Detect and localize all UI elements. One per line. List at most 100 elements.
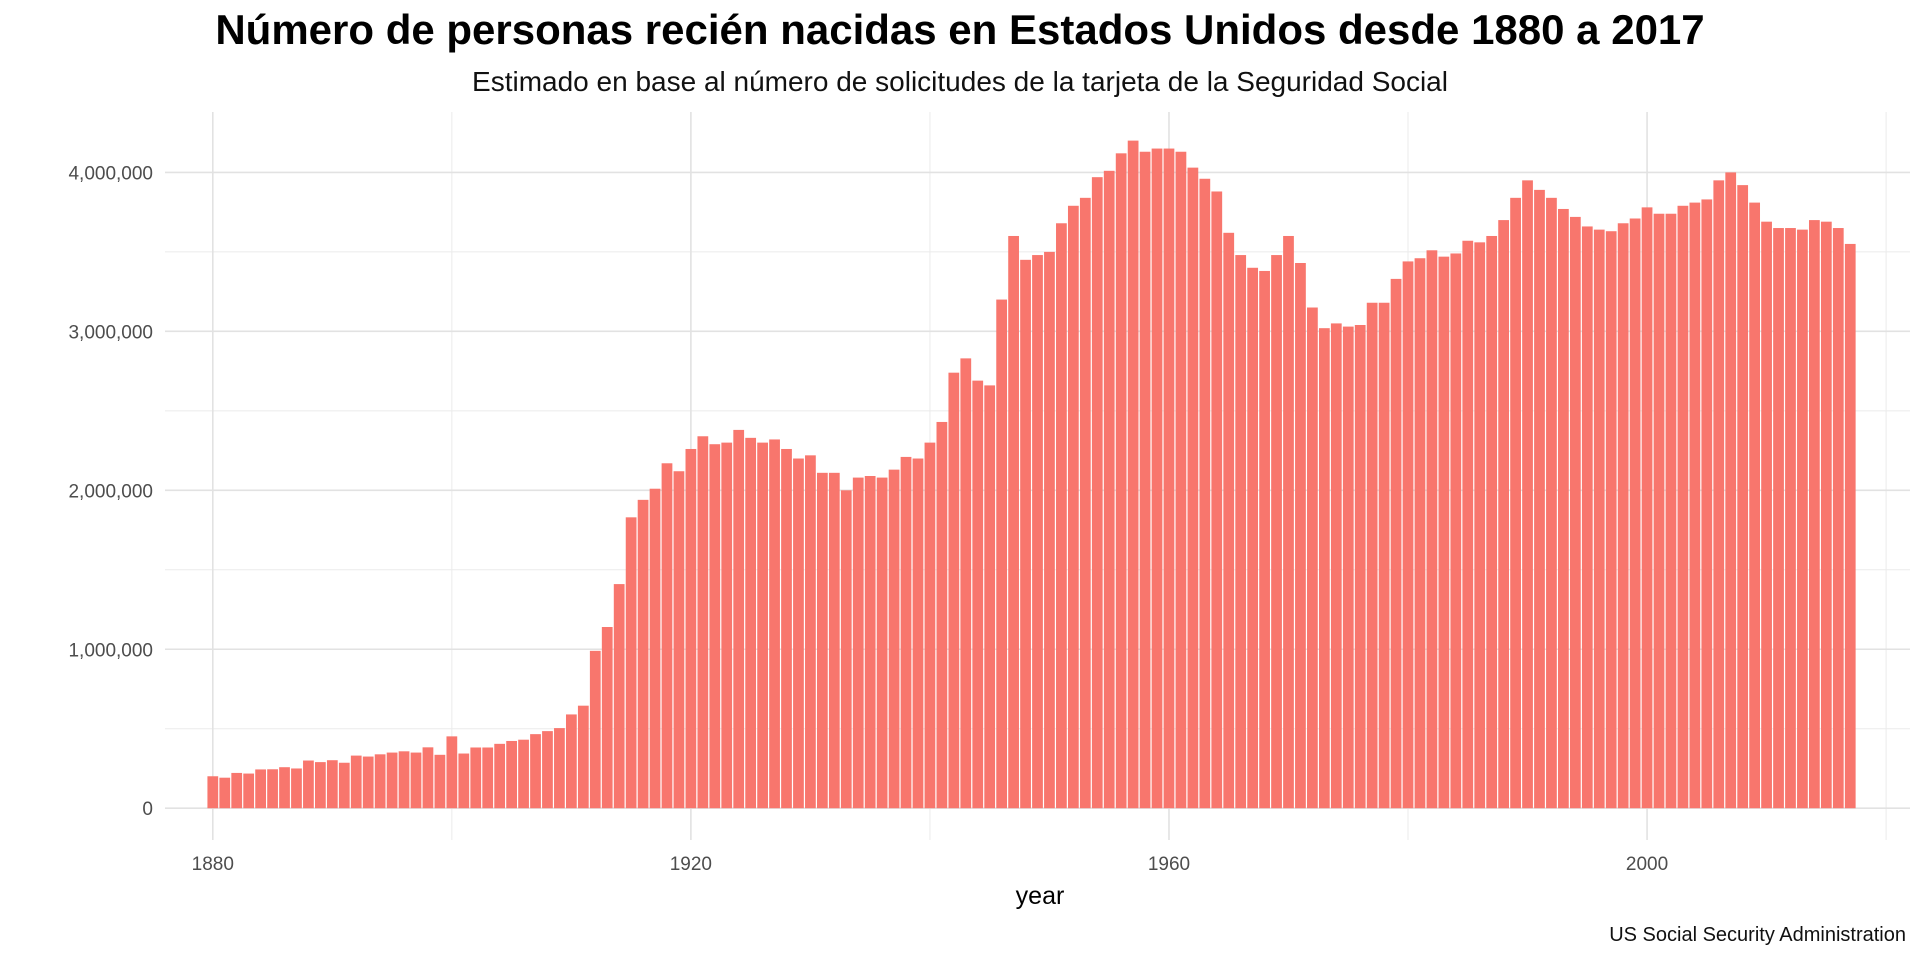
bar-2000 xyxy=(1641,207,1653,809)
bar-1980 xyxy=(1402,261,1414,809)
bar-1918 xyxy=(661,463,673,809)
bar-1890 xyxy=(326,760,338,809)
bar-1944 xyxy=(972,380,984,809)
bar-1943 xyxy=(960,358,972,809)
bar-1885 xyxy=(267,769,278,809)
bar-1932 xyxy=(828,472,840,809)
bar-1927 xyxy=(769,439,780,809)
bar-1974 xyxy=(1330,323,1342,809)
bar-1957 xyxy=(1127,140,1139,809)
bar-1910 xyxy=(565,714,577,809)
bar-1973 xyxy=(1318,328,1330,809)
bar-2003 xyxy=(1677,205,1689,809)
bar-1916 xyxy=(637,499,649,809)
bar-1960 xyxy=(1163,148,1175,809)
chart-title: Número de personas recién nacidas en Est… xyxy=(215,6,1705,53)
bar-1987 xyxy=(1486,235,1498,809)
bar-2009 xyxy=(1749,202,1761,809)
x-tick-label: 1880 xyxy=(192,854,234,875)
bar-1956 xyxy=(1115,153,1127,809)
bar-1931 xyxy=(816,472,828,809)
bar-1985 xyxy=(1462,240,1474,809)
bar-1888 xyxy=(303,760,314,809)
y-tick-label: 3,000,000 xyxy=(68,322,153,343)
y-tick-label: 2,000,000 xyxy=(68,481,153,502)
bar-1978 xyxy=(1378,302,1390,809)
bar-1886 xyxy=(279,767,290,809)
bar-2008 xyxy=(1737,185,1749,809)
bar-1924 xyxy=(733,429,745,809)
bar-1964 xyxy=(1211,191,1223,809)
bar-1988 xyxy=(1498,220,1510,809)
bar-1939 xyxy=(912,458,924,809)
bar-1977 xyxy=(1366,302,1378,809)
bar-1995 xyxy=(1581,226,1593,809)
y-tick-label: 0 xyxy=(142,799,153,820)
x-tick-label: 1920 xyxy=(670,854,712,875)
bar-1962 xyxy=(1187,167,1199,809)
bar-1915 xyxy=(625,517,637,809)
bar-1998 xyxy=(1617,223,1629,809)
bar-1901 xyxy=(458,753,470,809)
bar-1982 xyxy=(1426,250,1438,809)
bar-2017 xyxy=(1844,243,1856,809)
bar-1948 xyxy=(1020,259,1031,809)
bar-1887 xyxy=(291,768,302,809)
bar-1904 xyxy=(494,743,506,809)
bar-1892 xyxy=(350,755,362,809)
bar-1961 xyxy=(1175,151,1187,809)
bar-1947 xyxy=(1008,235,1019,809)
bar-1999 xyxy=(1629,218,1641,809)
bar-1919 xyxy=(673,471,685,809)
bar-1908 xyxy=(542,731,553,809)
bar-1920 xyxy=(685,448,697,809)
bar-1966 xyxy=(1235,255,1247,809)
bar-1914 xyxy=(613,584,625,809)
bar-1991 xyxy=(1534,189,1545,809)
bar-1954 xyxy=(1091,177,1103,809)
bar-1952 xyxy=(1067,205,1079,809)
y-tick-label: 4,000,000 xyxy=(68,163,153,184)
bar-1926 xyxy=(757,442,768,809)
bar-2016 xyxy=(1832,228,1844,809)
bar-1984 xyxy=(1450,253,1462,809)
bar-1976 xyxy=(1354,324,1366,809)
bar-1937 xyxy=(888,469,900,809)
bar-1903 xyxy=(482,747,494,809)
bar-1929 xyxy=(793,458,804,809)
bar-1969 xyxy=(1271,255,1282,809)
bar-1950 xyxy=(1044,251,1055,809)
bar-2007 xyxy=(1725,172,1737,809)
bar-1906 xyxy=(518,739,529,809)
bar-1994 xyxy=(1569,216,1581,809)
bar-1896 xyxy=(398,751,410,809)
bar-1997 xyxy=(1605,231,1617,809)
bar-1983 xyxy=(1438,256,1450,809)
bar-1989 xyxy=(1510,197,1521,809)
bar-2010 xyxy=(1761,221,1772,809)
bar-1949 xyxy=(1032,255,1043,809)
bar-1990 xyxy=(1522,180,1533,809)
bar-2006 xyxy=(1713,180,1725,809)
bar-1979 xyxy=(1390,278,1402,809)
bar-1953 xyxy=(1079,197,1091,809)
bar-1923 xyxy=(721,442,733,809)
bar-1955 xyxy=(1103,170,1115,809)
bar-1907 xyxy=(530,734,541,809)
bar-1971 xyxy=(1295,263,1306,809)
bar-2011 xyxy=(1773,228,1784,809)
bar-1933 xyxy=(840,490,852,809)
bar-1951 xyxy=(1056,223,1067,809)
bar-1911 xyxy=(577,705,589,809)
bar-1889 xyxy=(314,762,326,809)
bar-1986 xyxy=(1474,242,1486,809)
bar-1981 xyxy=(1414,258,1426,809)
bar-1975 xyxy=(1342,326,1354,809)
bar-1958 xyxy=(1139,151,1151,809)
chart-caption: US Social Security Administration xyxy=(1609,924,1906,946)
bar-1882 xyxy=(231,772,243,809)
bar-1917 xyxy=(649,488,661,809)
bar-1996 xyxy=(1593,229,1605,809)
bar-1963 xyxy=(1199,178,1211,809)
